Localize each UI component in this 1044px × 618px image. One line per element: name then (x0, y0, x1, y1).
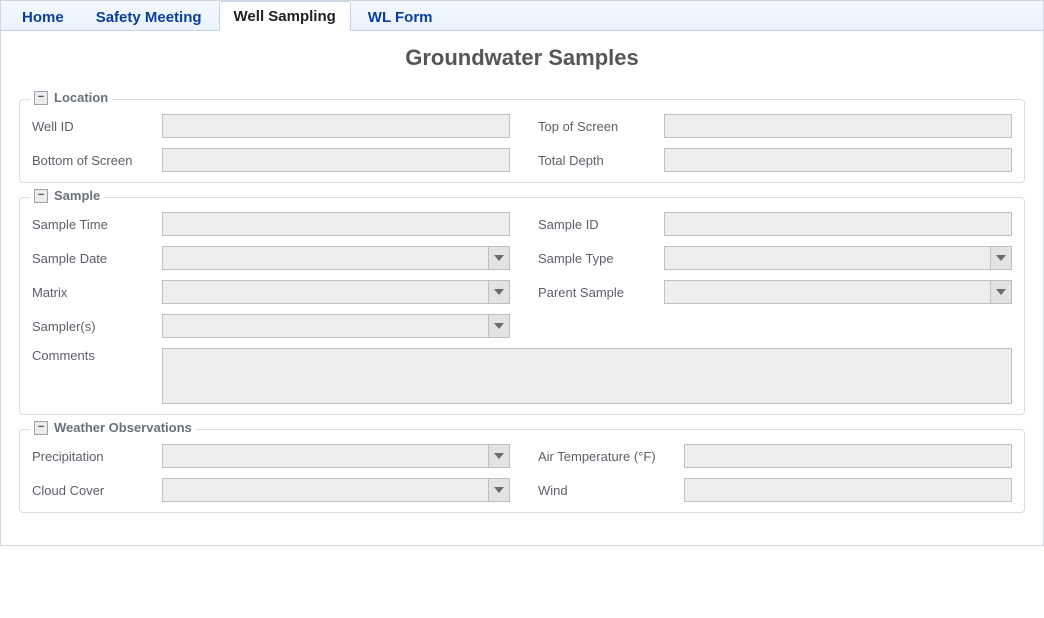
chevron-down-icon (494, 255, 504, 261)
group-location: − Location Well ID Top of Screen B (19, 99, 1025, 183)
group-weather-legend: − Weather Observations (30, 420, 196, 435)
label-sample-date: Sample Date (32, 251, 162, 266)
group-sample: − Sample Sample Time Sample ID Sam (19, 197, 1025, 415)
combo-cloud-cover[interactable] (162, 478, 510, 502)
dropdown-button-samplers[interactable] (488, 314, 510, 338)
chevron-down-icon (494, 323, 504, 329)
app-window: Home Safety Meeting Well Sampling WL For… (0, 0, 1044, 546)
collapse-button-location[interactable]: − (34, 91, 48, 105)
input-cloud-cover[interactable] (162, 478, 488, 502)
label-sample-id: Sample ID (534, 217, 664, 232)
input-total-depth[interactable] (664, 148, 1012, 172)
label-total-depth: Total Depth (534, 153, 664, 168)
chevron-down-icon (494, 289, 504, 295)
label-precipitation: Precipitation (32, 449, 162, 464)
chevron-down-icon (494, 487, 504, 493)
input-top-of-screen[interactable] (664, 114, 1012, 138)
dropdown-button-matrix[interactable] (488, 280, 510, 304)
input-precipitation[interactable] (162, 444, 488, 468)
label-samplers: Sampler(s) (32, 319, 162, 334)
input-sample-id[interactable] (664, 212, 1012, 236)
page-title: Groundwater Samples (19, 45, 1025, 71)
textarea-comments[interactable] (162, 348, 1012, 404)
dropdown-button-cloud-cover[interactable] (488, 478, 510, 502)
dropdown-button-sample-date[interactable] (488, 246, 510, 270)
dropdown-button-precipitation[interactable] (488, 444, 510, 468)
input-sample-time[interactable] (162, 212, 510, 236)
label-top-of-screen: Top of Screen (534, 119, 664, 134)
label-air-temperature: Air Temperature (°F) (534, 449, 684, 464)
label-bottom-of-screen: Bottom of Screen (32, 153, 162, 168)
tab-bar: Home Safety Meeting Well Sampling WL For… (1, 1, 1043, 31)
label-well-id: Well ID (32, 119, 162, 134)
group-sample-legend: − Sample (30, 188, 104, 203)
tab-well-sampling[interactable]: Well Sampling (219, 1, 351, 31)
combo-matrix[interactable] (162, 280, 510, 304)
combo-samplers[interactable] (162, 314, 510, 338)
chevron-down-icon (996, 289, 1006, 295)
input-sample-date[interactable] (162, 246, 488, 270)
combo-sample-date[interactable] (162, 246, 510, 270)
group-sample-title: Sample (54, 188, 100, 203)
input-wind[interactable] (684, 478, 1012, 502)
input-bottom-of-screen[interactable] (162, 148, 510, 172)
input-air-temperature[interactable] (684, 444, 1012, 468)
input-parent-sample[interactable] (664, 280, 990, 304)
collapse-button-weather[interactable]: − (34, 421, 48, 435)
label-parent-sample: Parent Sample (534, 285, 664, 300)
input-well-id[interactable] (162, 114, 510, 138)
collapse-button-sample[interactable]: − (34, 189, 48, 203)
combo-sample-type[interactable] (664, 246, 1012, 270)
tab-wl-form[interactable]: WL Form (353, 2, 448, 31)
group-weather: − Weather Observations Precipitation (19, 429, 1025, 513)
label-matrix: Matrix (32, 285, 162, 300)
input-sample-type[interactable] (664, 246, 990, 270)
dropdown-button-sample-type[interactable] (990, 246, 1012, 270)
tab-safety-meeting[interactable]: Safety Meeting (81, 2, 217, 31)
label-sample-type: Sample Type (534, 251, 664, 266)
label-comments: Comments (32, 348, 162, 363)
group-weather-title: Weather Observations (54, 420, 192, 435)
label-sample-time: Sample Time (32, 217, 162, 232)
combo-parent-sample[interactable] (664, 280, 1012, 304)
group-location-legend: − Location (30, 90, 112, 105)
dropdown-button-parent-sample[interactable] (990, 280, 1012, 304)
combo-precipitation[interactable] (162, 444, 510, 468)
chevron-down-icon (494, 453, 504, 459)
tab-content: Groundwater Samples − Location Well ID T… (1, 31, 1043, 545)
label-cloud-cover: Cloud Cover (32, 483, 162, 498)
input-matrix[interactable] (162, 280, 488, 304)
tab-home[interactable]: Home (7, 2, 79, 31)
input-samplers[interactable] (162, 314, 488, 338)
label-wind: Wind (534, 483, 684, 498)
group-location-title: Location (54, 90, 108, 105)
chevron-down-icon (996, 255, 1006, 261)
